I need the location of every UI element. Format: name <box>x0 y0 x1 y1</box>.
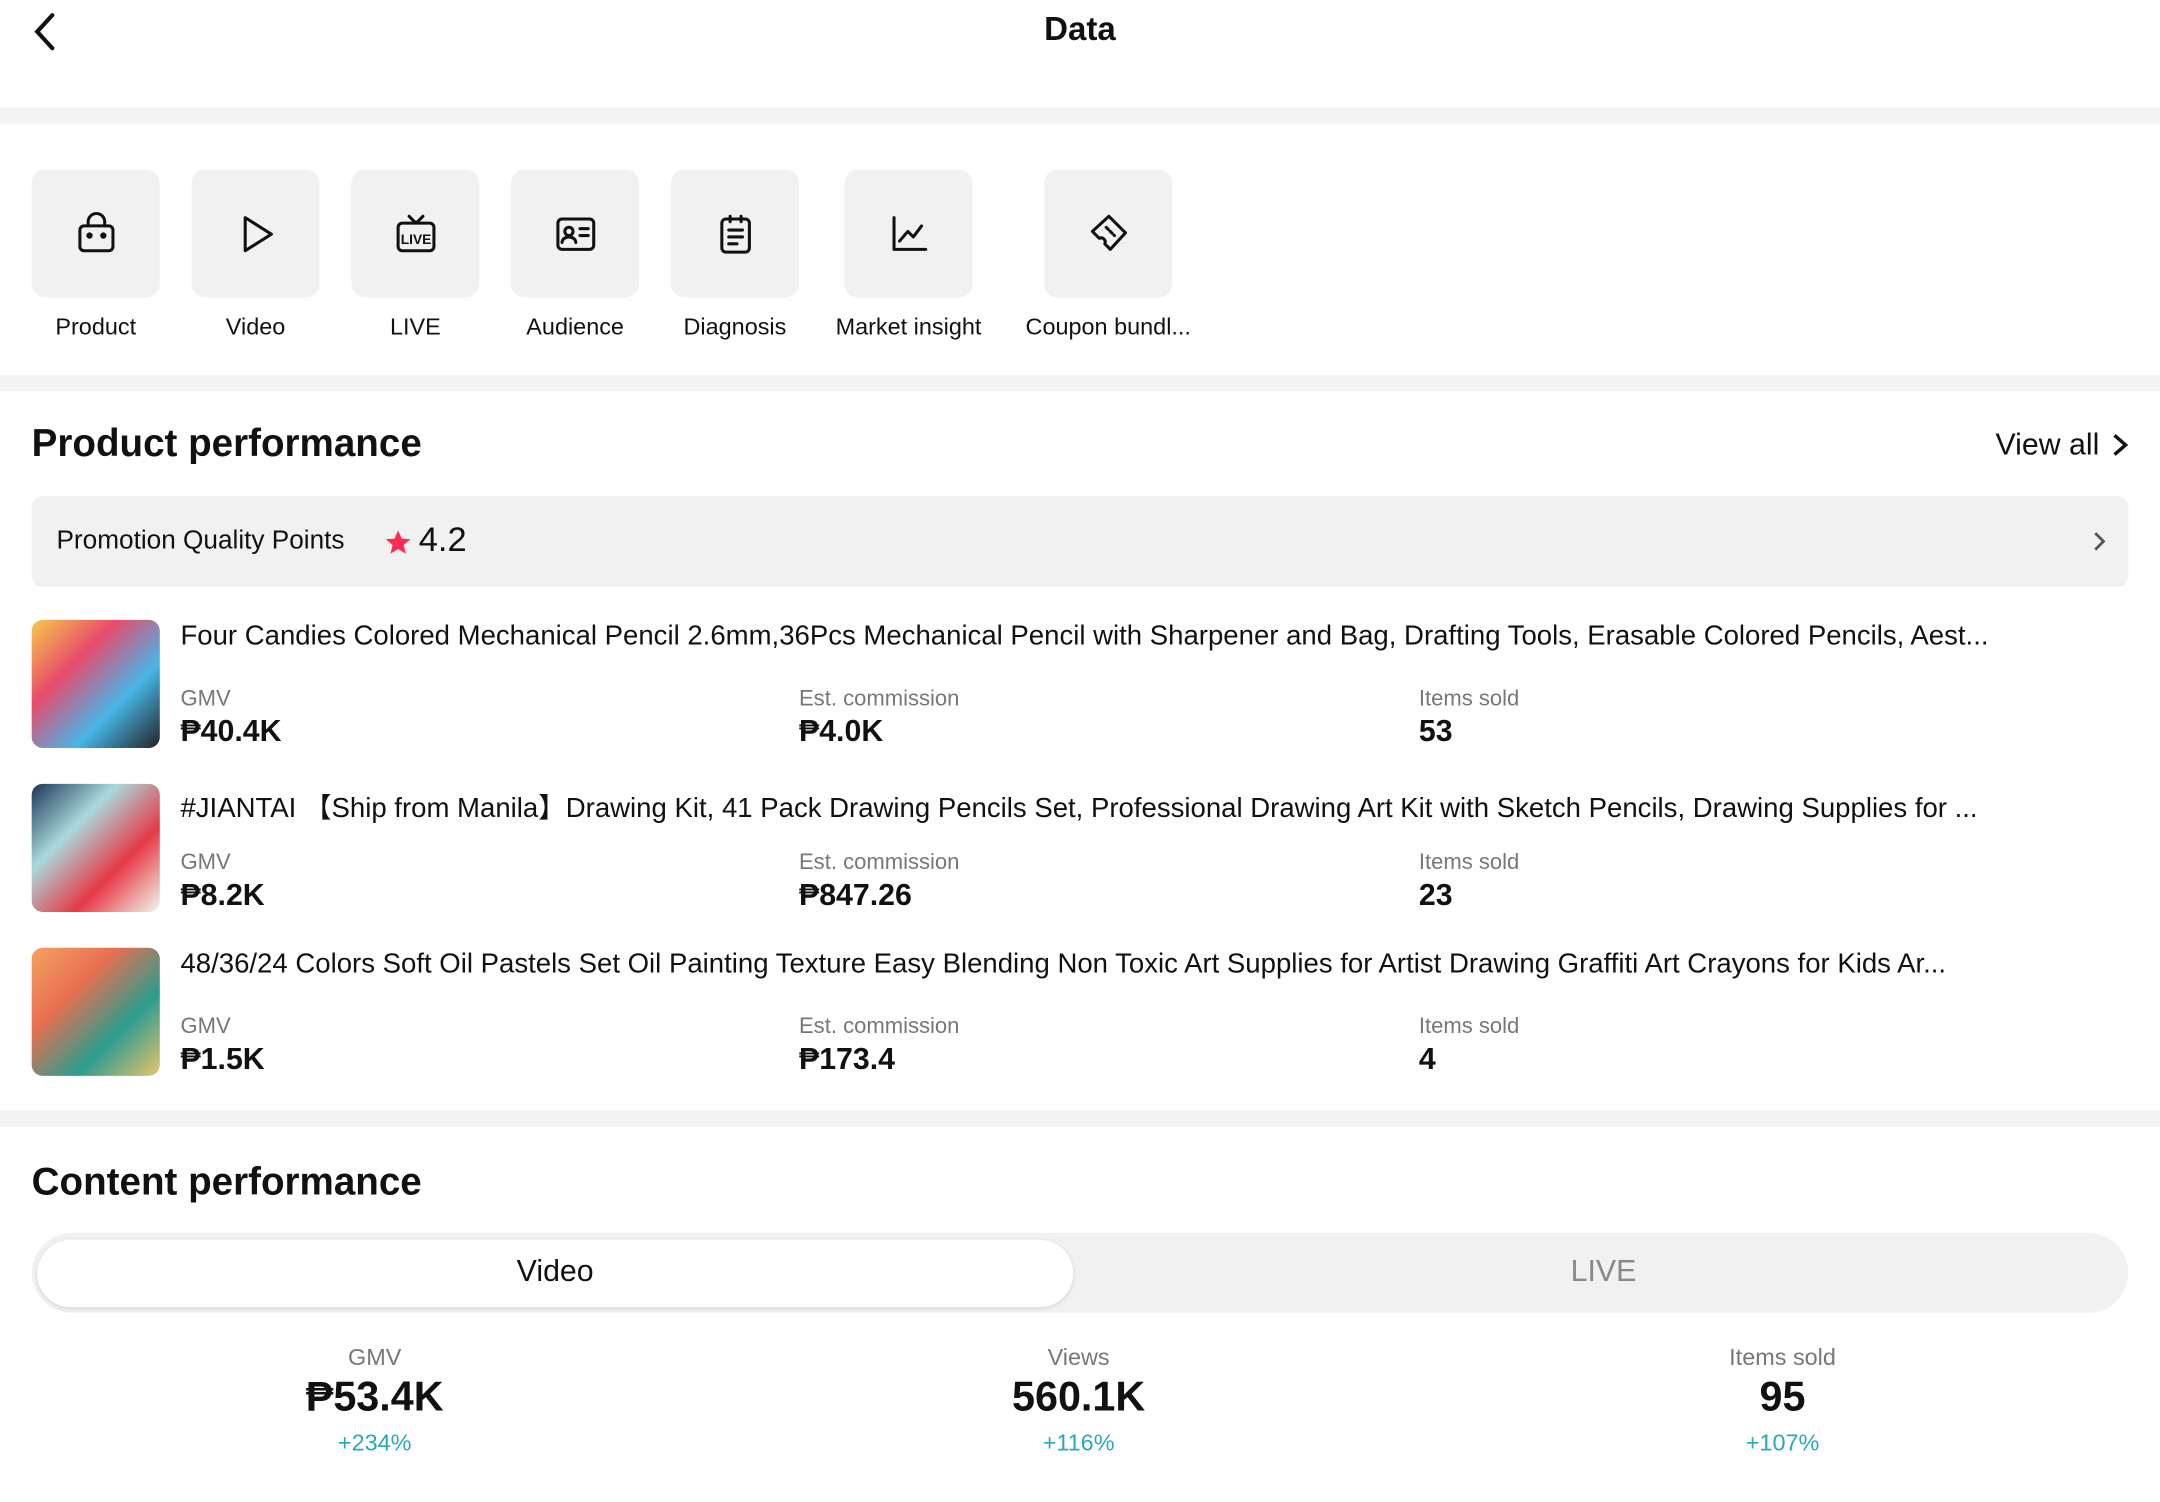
page-title: Data <box>1044 11 1116 49</box>
quality-bar[interactable]: Promotion Quality Points 4.2 <box>31 495 2129 587</box>
svg-text:LIVE: LIVE <box>400 231 431 246</box>
metric-value: 23 <box>1418 877 1453 912</box>
shortcut-label: Coupon bundl... <box>1025 314 1191 341</box>
metric-value: ₱847.26 <box>798 877 912 912</box>
shortcut-label: Audience <box>526 314 624 341</box>
shortcut-icon <box>891 215 927 251</box>
product-thumbnail[interactable] <box>31 619 160 749</box>
metric-change: +107% <box>1745 1429 1820 1457</box>
quality-score: 4.2 <box>418 520 467 560</box>
shortcut-tile[interactable] <box>511 169 640 298</box>
metric-value: 95 <box>1759 1374 1806 1421</box>
metric-value: ₱53.4K <box>305 1374 444 1421</box>
shortcut-tile[interactable] <box>191 169 320 298</box>
shortcut-label: Diagnosis <box>683 314 787 341</box>
quality-label: Promotion Quality Points <box>56 526 345 556</box>
product-name[interactable]: #JIANTAI 【Ship from Manila】Drawing Kit, … <box>180 793 1978 824</box>
shortcut-icon <box>555 216 595 251</box>
section-title: Product performance <box>31 421 422 465</box>
metric-label: GMV <box>348 1344 402 1371</box>
separator <box>0 1110 2160 1127</box>
shortcut-icon <box>719 214 751 253</box>
metric-label: GMV <box>180 851 231 875</box>
section-title: Content performance <box>31 1159 422 1203</box>
shortcut-tile[interactable] <box>670 169 799 298</box>
metric-label: Est. commission <box>798 851 960 875</box>
metric-label: GMV <box>180 687 231 711</box>
shortcut-label: Product <box>55 314 137 341</box>
metric-label: Items sold <box>1729 1344 1836 1371</box>
metric-value: ₱1.5K <box>180 1041 265 1076</box>
shortcut-tile[interactable]: LIVE <box>351 169 480 298</box>
product-thumbnail[interactable] <box>31 947 160 1076</box>
separator <box>0 374 2160 392</box>
view-all-label: View all <box>1995 427 2100 462</box>
metric-label: Est. commission <box>798 1015 960 1039</box>
product-name[interactable]: Four Candies Colored Mechanical Pencil 2… <box>180 621 1989 652</box>
metric-value: ₱173.4 <box>798 1041 896 1076</box>
tab-video[interactable]: Video <box>516 1253 594 1289</box>
shortcut-label: Video <box>225 314 286 341</box>
metric-label: Views <box>1047 1344 1110 1371</box>
metric-label: Items sold <box>1418 851 1520 875</box>
view-all[interactable]: View all <box>1995 427 2129 463</box>
tab-active-bg <box>37 1239 1074 1308</box>
metric-value: 4 <box>1418 1041 1436 1076</box>
product-thumbnail[interactable] <box>31 783 160 912</box>
metric-label: Est. commission <box>798 687 960 711</box>
tab-live[interactable]: LIVE <box>1570 1253 1637 1289</box>
shortcut-icon: LIVE <box>395 214 435 252</box>
chevron <box>2113 434 2129 456</box>
shortcut-icon <box>1090 214 1127 251</box>
shortcut-label: Market insight <box>835 314 982 341</box>
metric-label: GMV <box>180 1015 231 1039</box>
metric-label: Items sold <box>1418 1015 1520 1039</box>
shortcut-tile[interactable] <box>31 169 160 298</box>
back-button[interactable] <box>28 11 64 52</box>
metric-value: ₱4.0K <box>798 713 884 749</box>
chevron <box>2094 532 2106 551</box>
product-name[interactable]: 48/36/24 Colors Soft Oil Pastels Set Oil… <box>180 949 1947 980</box>
separator <box>0 107 2160 124</box>
star-icon <box>385 530 411 554</box>
shortcut-label: LIVE <box>389 314 441 341</box>
shortcut-icon <box>242 215 273 252</box>
metric-change: +234% <box>337 1429 412 1457</box>
metric-label: Items sold <box>1418 687 1520 711</box>
shortcut-icon <box>77 211 114 252</box>
metric-value: ₱8.2K <box>180 877 265 912</box>
metric-value: 53 <box>1418 713 1453 749</box>
metric-value: 560.1K <box>1011 1374 1146 1421</box>
metric-change: +116% <box>1042 1429 1115 1457</box>
metric-value: ₱40.4K <box>180 713 282 749</box>
shortcut-tile[interactable] <box>844 169 973 298</box>
shortcut-tile[interactable] <box>1044 169 1173 298</box>
